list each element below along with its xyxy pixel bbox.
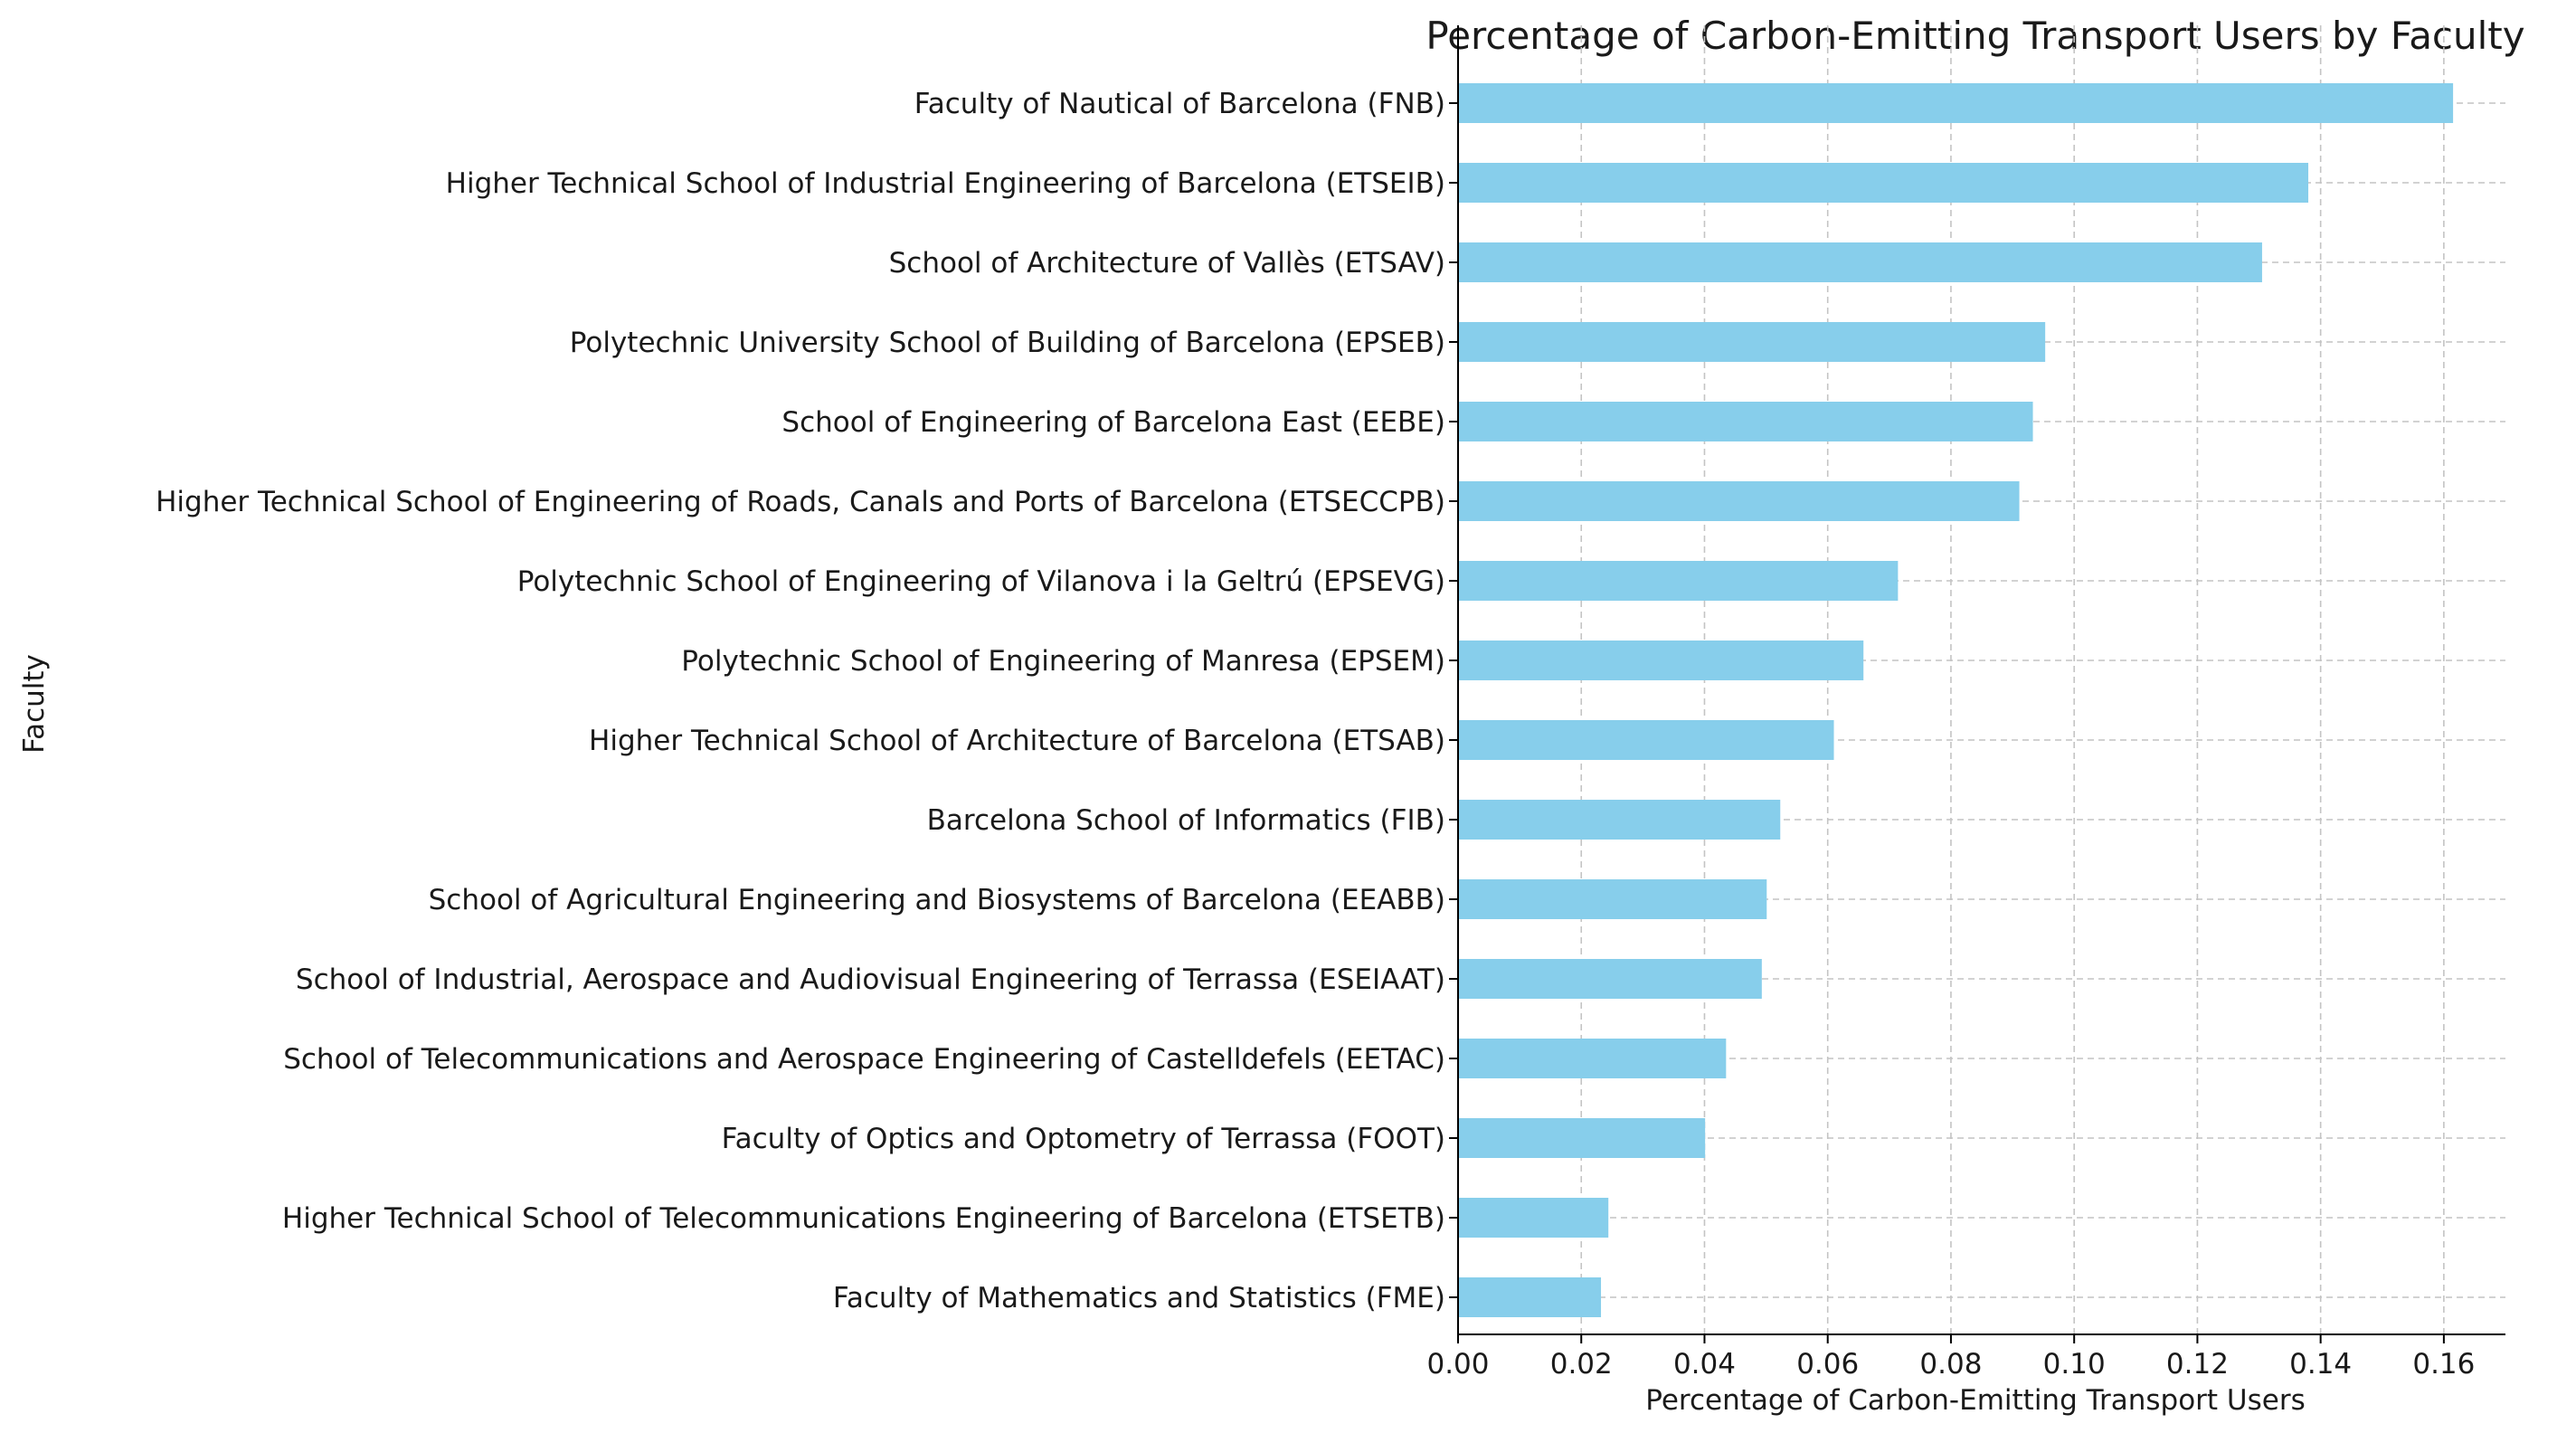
bar [1458, 1039, 1727, 1078]
category-label: Higher Technical School of Industrial En… [446, 167, 1445, 200]
x-tick-label: 0.10 [2043, 1348, 2106, 1381]
category-label: School of Agricultural Engineering and B… [429, 884, 1445, 916]
bar [1458, 879, 1767, 919]
bar [1458, 83, 2454, 123]
x-axis-label: Percentage of Carbon-Emitting Transport … [1645, 1384, 2305, 1417]
category-label: School of Architecture of Vallès (ETSAV) [889, 247, 1445, 280]
category-label: Faculty of Nautical of Barcelona (FNB) [914, 88, 1445, 120]
category-label: Polytechnic School of Engineering of Vil… [517, 565, 1445, 598]
category-label: Faculty of Mathematics and Statistics (F… [833, 1282, 1445, 1314]
category-label: School of Telecommunications and Aerospa… [283, 1043, 1445, 1076]
bar [1458, 1198, 1609, 1238]
bar [1458, 800, 1781, 840]
bar [1458, 641, 1864, 680]
bar [1458, 481, 2020, 521]
x-tick-label: 0.06 [1796, 1348, 1859, 1381]
bar [1458, 242, 2262, 282]
x-tick-label: 0.02 [1550, 1348, 1613, 1381]
bar [1458, 402, 2033, 441]
x-tick-label: 0.00 [1426, 1348, 1489, 1381]
category-label: School of Industrial, Aerospace and Audi… [296, 963, 1445, 996]
category-label: Barcelona School of Informatics (FIB) [927, 804, 1445, 837]
category-label: Higher Technical School of Telecommunica… [282, 1202, 1445, 1235]
bar [1458, 1118, 1706, 1158]
category-label: Higher Technical School of Engineering o… [156, 486, 1445, 518]
x-tick-label: 0.04 [1673, 1348, 1736, 1381]
ticks-layer: 0.00 0.02 0.04 0.06 0.08 0.10 0.12 0.14 0.16 [1426, 102, 2475, 1381]
bar [1458, 959, 1762, 999]
bar [1458, 1277, 1602, 1317]
x-tick-label: 0.12 [2166, 1348, 2229, 1381]
labels-layer: Faculty of Nautical of Barcelona (FNB) Hi… [156, 88, 1445, 1314]
chart-title: Percentage of Carbon-Emitting Transport … [1425, 14, 2524, 58]
y-axis-label: Faculty [18, 654, 51, 754]
category-label: Faculty of Optics and Optometry of Terra… [722, 1123, 1445, 1155]
category-label: Polytechnic University School of Buildin… [570, 327, 1445, 359]
bars-layer [1458, 83, 2454, 1317]
x-tick-label: 0.08 [1919, 1348, 1982, 1381]
bar [1458, 163, 2309, 203]
x-tick-label: 0.16 [2412, 1348, 2475, 1381]
bar [1458, 561, 1899, 601]
bar [1458, 322, 2046, 362]
bar [1458, 720, 1834, 760]
category-label: Polytechnic School of Engineering of Man… [681, 645, 1445, 678]
axes-layer [1457, 25, 2505, 1335]
x-tick-label: 0.14 [2289, 1348, 2352, 1381]
category-label: Higher Technical School of Architecture … [589, 725, 1445, 757]
category-label: School of Engineering of Barcelona East … [781, 406, 1445, 439]
